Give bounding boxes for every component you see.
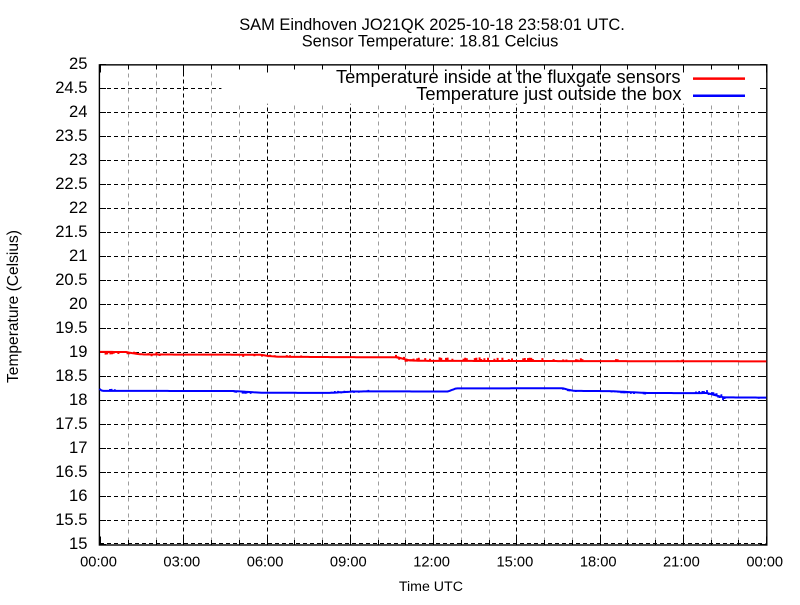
svg-text:06:00: 06:00 [247, 554, 284, 570]
svg-text:25: 25 [69, 54, 87, 73]
svg-text:Temperature just outside the b: Temperature just outside the box [416, 83, 681, 104]
svg-text:Sensor Temperature: 18.81 Celc: Sensor Temperature: 18.81 Celcius [302, 33, 559, 51]
svg-text:20.5: 20.5 [55, 270, 87, 289]
svg-text:22.5: 22.5 [55, 174, 87, 193]
svg-text:15.5: 15.5 [55, 510, 87, 529]
svg-text:18: 18 [69, 390, 87, 409]
svg-text:Temperature inside at the flux: Temperature inside at the fluxgate senso… [336, 66, 681, 87]
svg-text:17.5: 17.5 [55, 414, 87, 433]
svg-text:24.5: 24.5 [55, 78, 87, 97]
svg-text:21: 21 [69, 246, 87, 265]
svg-text:SAM Eindhoven JO21QK 2025-10-1: SAM Eindhoven JO21QK 2025-10-18 23:58:01… [239, 16, 625, 34]
svg-text:12:00: 12:00 [413, 554, 450, 570]
svg-text:18.5: 18.5 [55, 366, 87, 385]
svg-text:17: 17 [69, 438, 87, 457]
svg-text:16: 16 [69, 486, 87, 505]
svg-text:00:00: 00:00 [80, 554, 117, 570]
svg-text:16.5: 16.5 [55, 462, 87, 481]
svg-text:Temperature (Celsius): Temperature (Celsius) [5, 230, 22, 383]
svg-text:19: 19 [69, 342, 87, 361]
svg-text:21.5: 21.5 [55, 222, 87, 241]
svg-text:00:00: 00:00 [746, 554, 783, 570]
svg-text:Time UTC: Time UTC [399, 579, 463, 595]
svg-text:23.5: 23.5 [55, 126, 87, 145]
svg-text:18:00: 18:00 [580, 554, 617, 570]
svg-text:19.5: 19.5 [55, 318, 87, 337]
svg-text:24: 24 [69, 102, 87, 121]
svg-text:03:00: 03:00 [163, 554, 200, 570]
svg-text:15:00: 15:00 [497, 554, 534, 570]
svg-text:20: 20 [69, 294, 87, 313]
svg-text:09:00: 09:00 [330, 554, 367, 570]
svg-text:23: 23 [69, 150, 87, 169]
svg-text:22: 22 [69, 198, 87, 217]
svg-text:15: 15 [69, 534, 87, 553]
svg-text:21:00: 21:00 [663, 554, 700, 570]
